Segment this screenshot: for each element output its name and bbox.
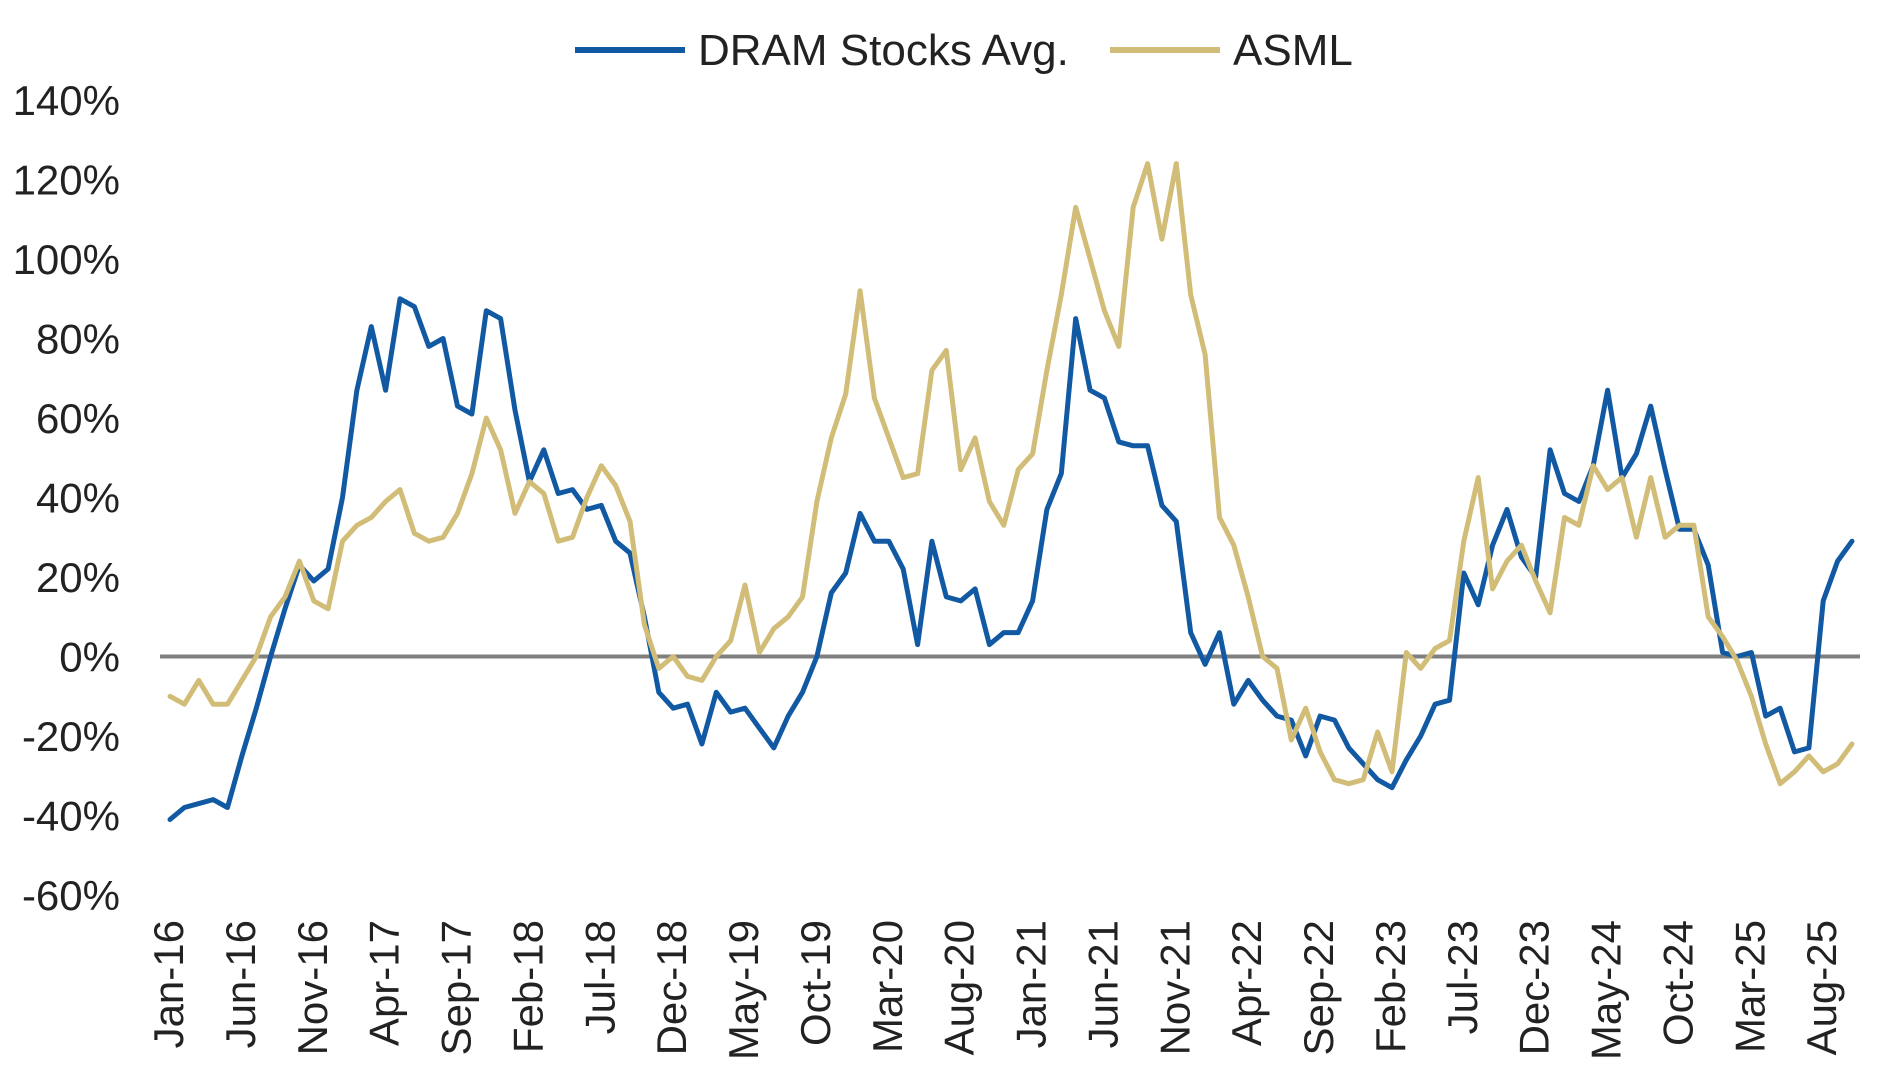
x-tick-label: Aug-25 [1798, 920, 1845, 1055]
y-tick-label: 80% [36, 316, 120, 363]
series-line-dram [167, 296, 1855, 822]
series-line-asml [167, 161, 1855, 787]
series-layer [167, 161, 1855, 822]
x-tick-label: Oct-19 [792, 920, 839, 1046]
y-tick-label: -60% [22, 872, 120, 919]
x-tick-label: Mar-20 [864, 920, 911, 1053]
y-tick-label: -40% [22, 793, 120, 840]
x-tick-label: Apr-17 [361, 920, 408, 1046]
x-tick-label: Feb-23 [1367, 920, 1414, 1053]
x-tick-label: Dec-23 [1511, 920, 1558, 1055]
y-tick-label: -20% [22, 713, 120, 760]
legend: DRAM Stocks Avg. ASML [575, 26, 1353, 75]
y-tick-label: 20% [36, 554, 120, 601]
x-tick-label: Aug-20 [936, 920, 983, 1055]
x-tick-label: Apr-22 [1223, 920, 1270, 1046]
x-tick-label: Oct-24 [1655, 920, 1702, 1046]
x-tick-label: Jun-16 [217, 920, 264, 1048]
x-tick-label: Jan-16 [145, 920, 192, 1048]
y-tick-label: 120% [13, 157, 120, 204]
x-tick-label: Jun-21 [1079, 920, 1126, 1048]
x-tick-label: Dec-18 [648, 920, 695, 1055]
legend-label-dram: DRAM Stocks Avg. [698, 26, 1069, 75]
x-tick-label: Sep-22 [1295, 920, 1342, 1055]
x-tick-label: Feb-18 [504, 920, 551, 1053]
x-tick-label: Jul-18 [576, 920, 623, 1034]
y-tick-label: 100% [13, 236, 120, 283]
x-tick-label: Nov-21 [1151, 920, 1198, 1055]
x-axis: Jan-16 Jun-16 Nov-16 Apr-17 Sep-17 Feb-18 Jul-… [145, 920, 1845, 1060]
x-tick-label: May-19 [720, 920, 767, 1060]
x-tick-label: Sep-17 [433, 920, 480, 1055]
x-tick-label: Jan-21 [1008, 920, 1055, 1048]
legend-label-asml: ASML [1233, 26, 1353, 75]
x-tick-label: Mar-25 [1726, 920, 1773, 1053]
y-tick-label: 40% [36, 475, 120, 522]
x-tick-label: Nov-16 [289, 920, 336, 1055]
y-axis: 140% 120% 100% 80% 60% 40% 20% 0% -20% -40% -60% [13, 77, 120, 919]
y-tick-label: 60% [36, 395, 120, 442]
y-tick-label: 140% [13, 77, 120, 124]
x-tick-label: Jul-23 [1439, 920, 1486, 1034]
x-tick-label: May-24 [1583, 920, 1630, 1060]
y-tick-label: 0% [59, 634, 120, 681]
